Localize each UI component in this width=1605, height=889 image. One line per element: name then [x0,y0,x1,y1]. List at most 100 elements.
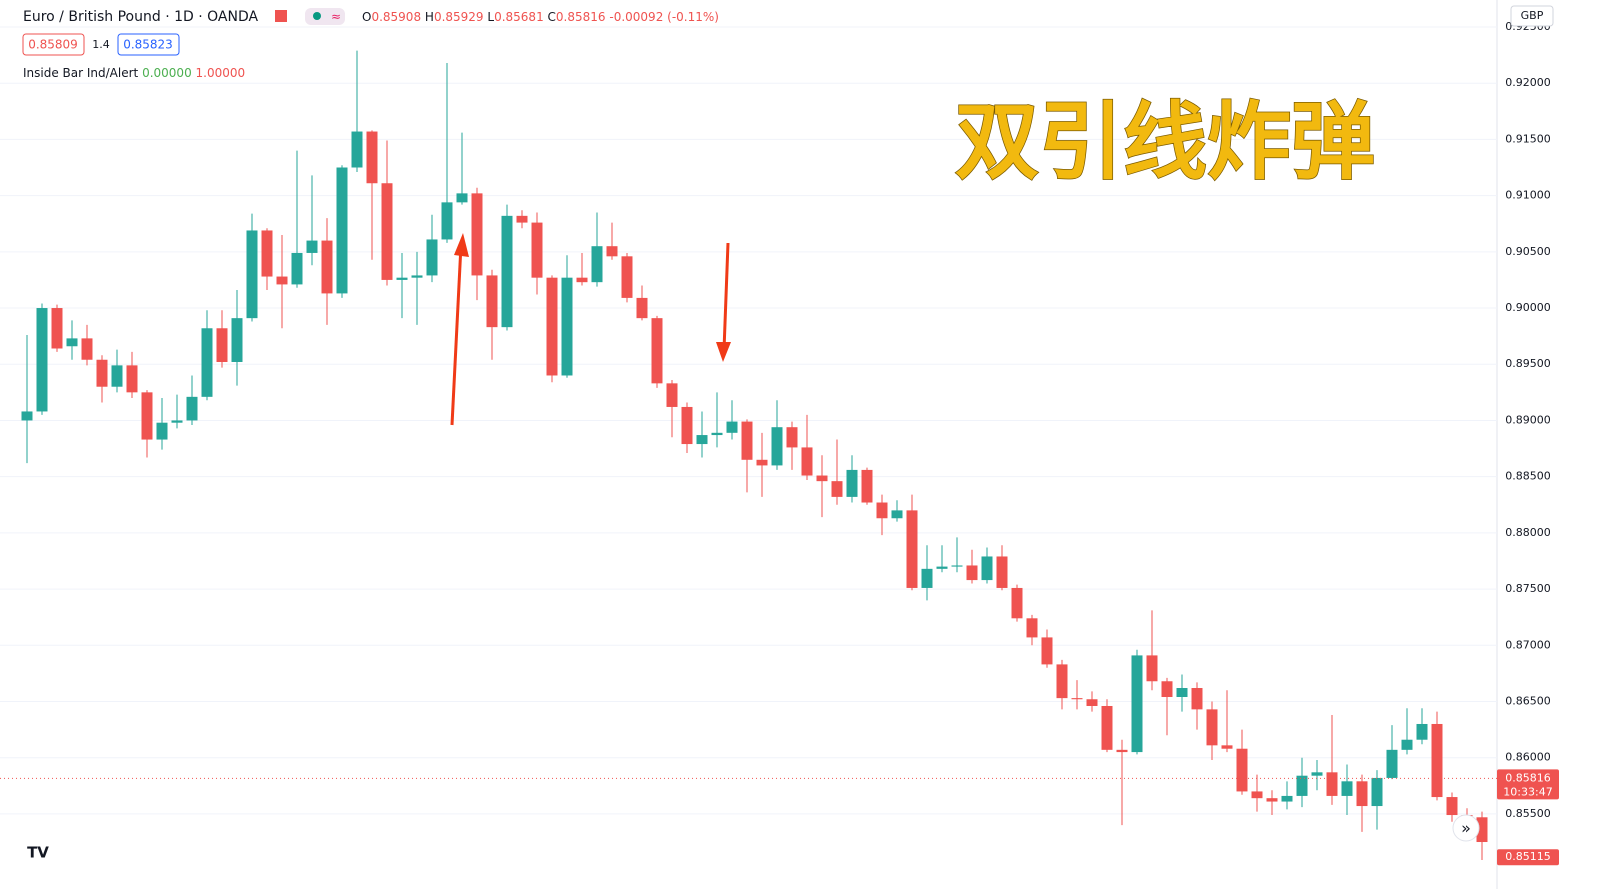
spread: 1.4 [92,38,110,51]
bid-button[interactable] [22,33,85,56]
last-price-tag [1497,769,1559,800]
candle-body [891,510,903,519]
arrow-head [454,233,469,257]
ask[interactable]: 0.85823 [123,38,173,52]
candle-body [876,502,888,519]
candle-body [681,406,693,445]
candle-body [1326,772,1338,796]
candle-body [231,318,243,362]
candle-body [951,565,963,567]
flag-icon[interactable] [275,10,287,22]
change: -0.00092 (-0.11%) [609,10,719,24]
symbol[interactable]: Euro / British Pound · 1D · OANDA [23,9,258,25]
candle-body [696,435,708,445]
indicator-legend[interactable]: Inside Bar Ind/Alert 0.00000 1.00000 [23,66,245,80]
ohlc-label: C [548,10,556,24]
status-pill[interactable] [305,8,345,25]
countdown: 10:33:47 [1503,785,1552,798]
candle-body [1356,781,1368,807]
candle-body [966,565,978,581]
candle-body [1401,739,1413,750]
candle-body [1041,637,1053,665]
y-tick-label: 0.86500 [1505,694,1551,707]
candle-body [1341,781,1353,796]
candle-body [576,277,588,283]
ask-button[interactable] [117,33,180,56]
candle-body [471,193,483,276]
candle-body [756,459,768,466]
candle-body [501,215,513,328]
currency-button[interactable] [1510,5,1554,27]
candle-body [996,556,1008,588]
candle-body [816,475,828,482]
arrow-up [450,244,463,426]
ohlc-value: 0.85929 [434,10,484,24]
candle-body [1146,655,1158,682]
candle-body [1101,705,1113,750]
status-icon: ≈ [331,10,341,24]
y-tick-label: 0.88500 [1505,470,1551,483]
candle-body [666,383,678,407]
scroll-icon: » [1461,819,1471,838]
candle-body [1266,798,1278,802]
candle-body [21,411,33,421]
candle-body [291,252,303,285]
logo[interactable]: TV [27,844,49,862]
candle-body [51,308,63,349]
candle-body [36,308,48,412]
y-tick-label: 0.91500 [1505,132,1551,145]
ohlc-label: H [425,10,434,24]
candle-body [1236,748,1248,792]
scroll-button[interactable] [1452,814,1480,842]
candle-body [981,556,993,581]
indicator-value: 1.00000 [196,66,246,80]
candle-body [1221,745,1233,749]
candle-body [561,277,573,376]
last-price-label: 0.85816 [1505,771,1551,784]
grid: 0.85500 0.86000 0.86500 0.87000 0.87500 0.880… [0,20,1551,820]
candles [21,50,1488,861]
candle-body [1431,723,1443,798]
candle-body [621,256,633,298]
y-tick-label: 0.88000 [1505,526,1551,539]
low-tag [1497,849,1559,866]
candle-body [201,328,213,397]
candle-body [216,328,228,362]
candle-body [516,215,528,223]
candle-body [711,432,723,436]
candle-body [441,202,453,240]
candle-body [1281,795,1293,802]
candle-body [1011,587,1023,619]
y-tick-label: 0.87000 [1505,638,1551,651]
candle-body [1476,817,1488,843]
candle-body [486,275,498,328]
arrow-head [716,342,731,362]
low-tag-label: 0.85115 [1505,850,1551,863]
candle-body [921,568,933,588]
candle-body [246,230,258,319]
candle-body [426,239,438,276]
y-tick-label: 0.87500 [1505,582,1551,595]
candle-body [66,338,78,347]
bid[interactable]: 0.85809 [28,38,78,52]
candle-body [336,167,348,294]
candle-body [1056,664,1068,699]
candle-body [591,246,603,283]
candle-body [771,427,783,466]
y-tick-label: 0.86000 [1505,751,1551,764]
ohlc-value: 0.85908 [371,10,421,24]
candle-body [1251,791,1263,799]
candle-body [261,230,273,277]
status-dot [313,12,321,20]
candle-body [171,420,183,423]
candle-body [156,422,168,440]
ohlc-label: O [362,10,371,24]
candle-body [846,469,858,497]
candle-body [1206,709,1218,746]
y-tick-label: 0.90000 [1505,301,1551,314]
candle-body [1131,655,1143,753]
currency[interactable]: GBP [1521,9,1544,22]
candle-body [1116,749,1128,753]
